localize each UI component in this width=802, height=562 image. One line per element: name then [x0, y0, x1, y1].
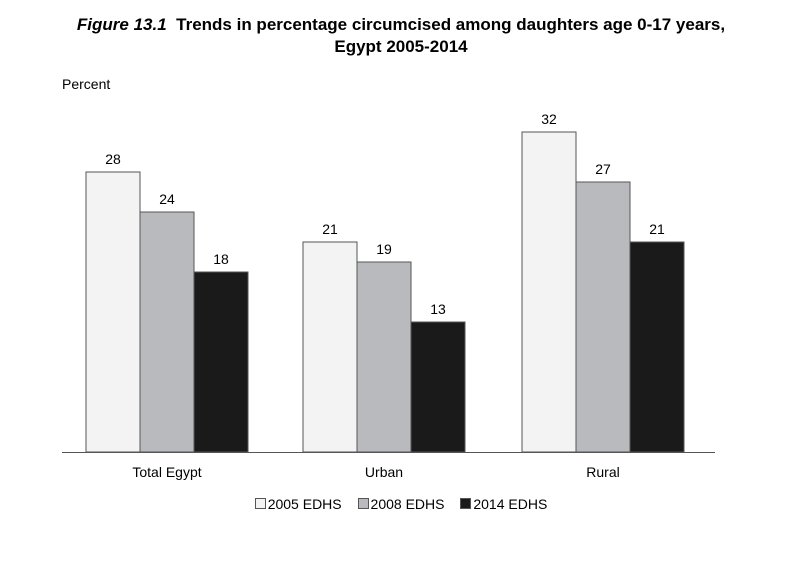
- data-label: 13: [430, 301, 446, 317]
- legend-label-2014: 2014 EDHS: [473, 496, 548, 512]
- legend-item-2014: 2014 EDHS: [460, 496, 547, 512]
- data-label: 18: [213, 251, 229, 267]
- bar: [139, 211, 195, 453]
- legend-label-2008: 2008 EDHS: [370, 496, 445, 512]
- bar: [575, 181, 631, 453]
- bar: [629, 241, 685, 453]
- chart-title: Figure 13.1 Trends in percentage circumc…: [0, 14, 802, 58]
- bar: [193, 271, 249, 453]
- legend: 2005 EDHS 2008 EDHS 2014 EDHS: [0, 496, 802, 512]
- legend-item-2008: 2008 EDHS: [357, 496, 445, 512]
- data-label: 19: [376, 241, 392, 257]
- data-label: 21: [322, 221, 338, 237]
- x-tick-label: Urban: [365, 464, 403, 480]
- data-label: 27: [595, 161, 611, 177]
- bar: [521, 131, 577, 453]
- x-tick-label: Rural: [586, 464, 619, 480]
- title-line-2: Egypt 2005-2014: [334, 37, 468, 56]
- legend-label-2005: 2005 EDHS: [267, 496, 342, 512]
- figure-number: Figure 13.1: [76, 15, 167, 34]
- data-label: 28: [105, 151, 121, 167]
- data-label: 32: [541, 111, 557, 127]
- data-label: 21: [649, 221, 665, 237]
- bar: [410, 321, 466, 453]
- bar: [356, 261, 412, 453]
- legend-item-2005: 2005 EDHS: [254, 496, 342, 512]
- bar: [302, 241, 358, 453]
- title-line-1: Trends in percentage circumcised among d…: [176, 15, 726, 34]
- bar: [85, 171, 141, 453]
- x-tick-label: Total Egypt: [132, 464, 201, 480]
- y-axis-label: Percent: [62, 76, 111, 92]
- legend-swatch-2005: [254, 498, 266, 509]
- data-label: 24: [159, 191, 175, 207]
- legend-swatch-2008: [357, 498, 369, 509]
- legend-swatch-2014: [460, 498, 472, 509]
